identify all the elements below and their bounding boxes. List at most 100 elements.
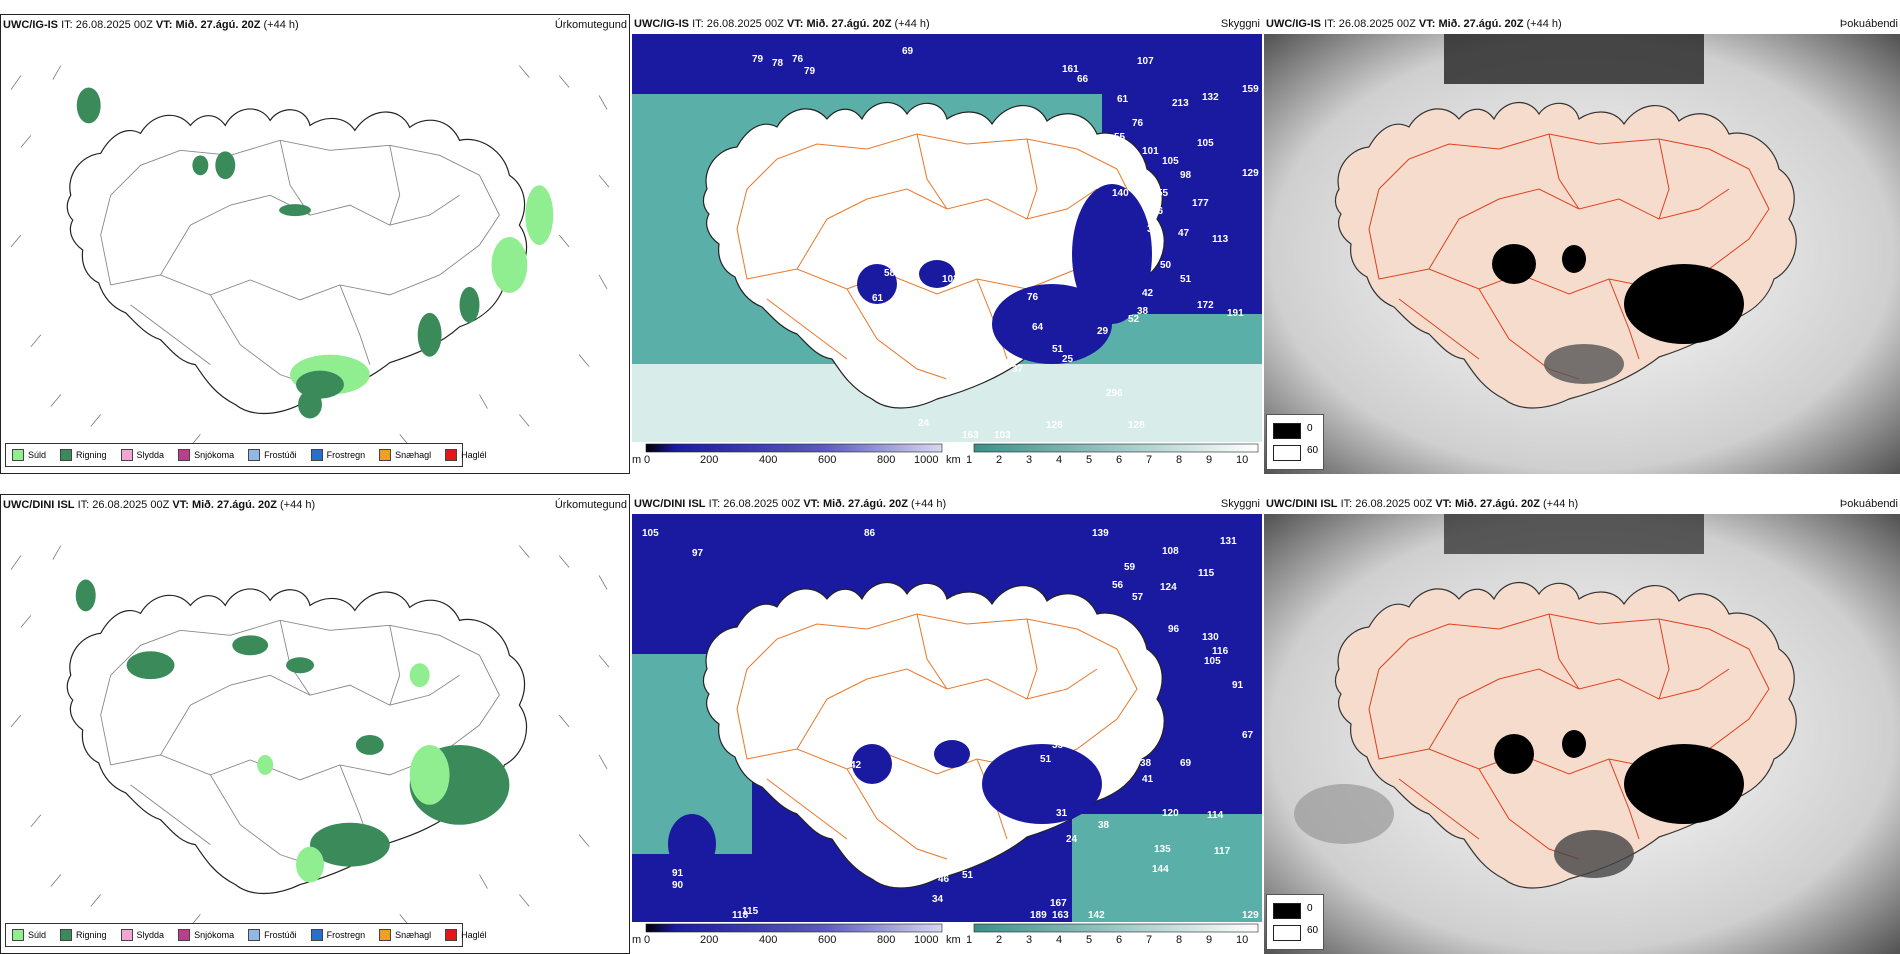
model-name: UWC/IG-IS: [1266, 18, 1321, 30]
visibility-value: 24: [918, 418, 930, 429]
lead-time: (+44 h): [1542, 498, 1579, 510]
legend-item: Frostregn: [310, 449, 365, 461]
visibility-value: 159: [1242, 84, 1259, 95]
visibility-value: 135: [1154, 844, 1171, 855]
init-time-label: IT:: [692, 18, 704, 30]
visibility-value: 96: [1168, 624, 1180, 635]
visibility-value: 42: [1142, 288, 1154, 299]
legend-swatch: [12, 449, 24, 461]
visibility-value: 52: [1044, 698, 1056, 709]
model-row-ig-is: UWC/IG-IS IT: 26.08.2025 00Z VT: Mið. 27…: [0, 14, 1900, 474]
fog-legend-value: 60: [1307, 925, 1319, 936]
altitude-tick: 400: [759, 934, 778, 946]
legend-label: Snjókoma: [194, 930, 235, 940]
valid-time-label: VT:: [172, 499, 189, 511]
visibility-colorbar: km 1 2 3 4 5 6 7 8 9 10: [944, 922, 1262, 952]
visibility-value: 46: [1120, 746, 1132, 757]
init-time: 26.08.2025 00Z: [706, 18, 784, 30]
visibility-value: 55: [1114, 132, 1126, 143]
panel-title: Úrkomutegund: [554, 499, 627, 511]
visibility-value: 58: [1022, 726, 1034, 737]
legend-label: Frostregn: [326, 930, 366, 940]
visibility-value: 172: [1197, 300, 1214, 311]
panel-header: UWC/IG-IS IT: 26.08.2025 00Z VT: Mið. 27…: [1264, 14, 1900, 34]
fog-legend: 0 60: [1266, 414, 1324, 470]
model-row-dini-isl: UWC/DINI ISL IT: 26.08.2025 00Z VT: Mið.…: [0, 494, 1900, 954]
legend-label: Snjókoma: [194, 450, 235, 460]
init-time-label: IT:: [61, 19, 73, 31]
legend-swatch: [248, 449, 261, 461]
visibility-colorbar: km 1 2 3 4 5 6 7 8 9 10: [944, 442, 1262, 472]
init-time: 26.08.2025 00Z: [1338, 18, 1416, 30]
visibility-tick: 8: [1176, 934, 1183, 946]
precip-legend: Súld Rigning Slydda Snjókoma Frostúði Frostre…: [5, 923, 487, 947]
altitude-unit: m: [632, 454, 642, 466]
init-time: 26.08.2025 00Z: [75, 19, 153, 31]
visibility-value: 142: [902, 778, 919, 789]
legend-item: Frostúði: [248, 449, 297, 461]
visibility-value: 108: [1162, 546, 1179, 557]
fog-map: [1264, 34, 1900, 474]
lead-time: (+44 h): [1526, 18, 1562, 30]
visibility-value: 51: [1052, 344, 1064, 355]
legend-swatch: [379, 449, 392, 461]
visibility-value: 61: [872, 293, 884, 304]
init-time-label: IT:: [1340, 498, 1353, 510]
visibility-value: 116: [1212, 646, 1229, 657]
panel-header: UWC/IG-IS IT: 26.08.2025 00Z VT: Mið. 27…: [632, 14, 1262, 34]
legend-swatch: [120, 449, 133, 461]
legend-label: Rigning: [76, 450, 107, 460]
visibility-value: 76: [1027, 292, 1039, 303]
fog-legend-swatch: [1273, 445, 1301, 461]
legend-label: Haglél: [461, 450, 487, 460]
visibility-value: 163: [1052, 910, 1069, 921]
panel-header: UWC/DINI ISL IT: 26.08.2025 00Z VT: Mið.…: [1264, 494, 1900, 514]
valid-time: Mið. 27.ágú. 20Z: [175, 19, 261, 31]
visibility-value: 59: [1124, 562, 1136, 573]
valid-time: Mið. 27.ágú. 20Z: [822, 498, 908, 510]
visibility-tick: 8: [1176, 454, 1183, 466]
visibility-value: 76: [792, 54, 804, 65]
visibility-unit: km: [946, 934, 961, 946]
visibility-value: 161: [1062, 64, 1079, 75]
visibility-unit: km: [946, 454, 961, 466]
legend-swatch: [310, 929, 323, 941]
visibility-value: 129: [1242, 910, 1259, 921]
visibility-tick: 10: [1236, 934, 1249, 946]
visibility-value: 51: [962, 870, 974, 881]
altitude-tick: 800: [877, 454, 896, 466]
visibility-tick: 10: [1236, 454, 1249, 466]
visibility-value: 34: [932, 894, 944, 905]
visibility-value: 139: [932, 868, 949, 879]
lead-time: (+44 h): [894, 18, 930, 30]
wind-barbs: [10, 545, 610, 927]
legend-swatch: [178, 929, 191, 941]
legend-swatch: [445, 929, 458, 941]
visibility-value: 213: [1172, 98, 1189, 109]
visibility-value: 52: [1128, 314, 1140, 325]
visibility-value: 132: [1202, 92, 1219, 103]
legend-item: Slydda: [120, 929, 164, 941]
altitude-tick: 800: [877, 934, 896, 946]
fog-index-panel: UWC/IG-IS IT: 26.08.2025 00Z VT: Mið. 27…: [1264, 14, 1900, 474]
visibility-value: 105: [1197, 138, 1214, 149]
visibility-value: 98: [1180, 170, 1192, 181]
legend-label: Frostúði: [264, 450, 297, 460]
visibility-value: 105: [1162, 156, 1179, 167]
legend-swatch: [12, 929, 24, 941]
fog-index-panel: UWC/DINI ISL IT: 26.08.2025 00Z VT: Mið.…: [1264, 494, 1900, 954]
legend-label: Frostúði: [264, 930, 297, 940]
altitude-tick: 600: [818, 934, 837, 946]
precip-map: [10, 65, 610, 447]
legend-swatch: [178, 449, 191, 461]
model-name: UWC/IG-IS: [634, 18, 689, 30]
visibility-value: 129: [1242, 168, 1259, 179]
visibility-map: 79 78 767969161661072131321591051296176551…: [632, 34, 1262, 442]
altitude-tick: 200: [700, 454, 719, 466]
visibility-tick: 9: [1206, 934, 1213, 946]
visibility-value: 191: [1227, 308, 1244, 319]
valid-time-label: VT:: [786, 18, 804, 30]
visibility-value: 31: [944, 374, 956, 385]
visibility-value: 78: [772, 58, 784, 69]
visibility-value: 57: [1132, 592, 1144, 603]
